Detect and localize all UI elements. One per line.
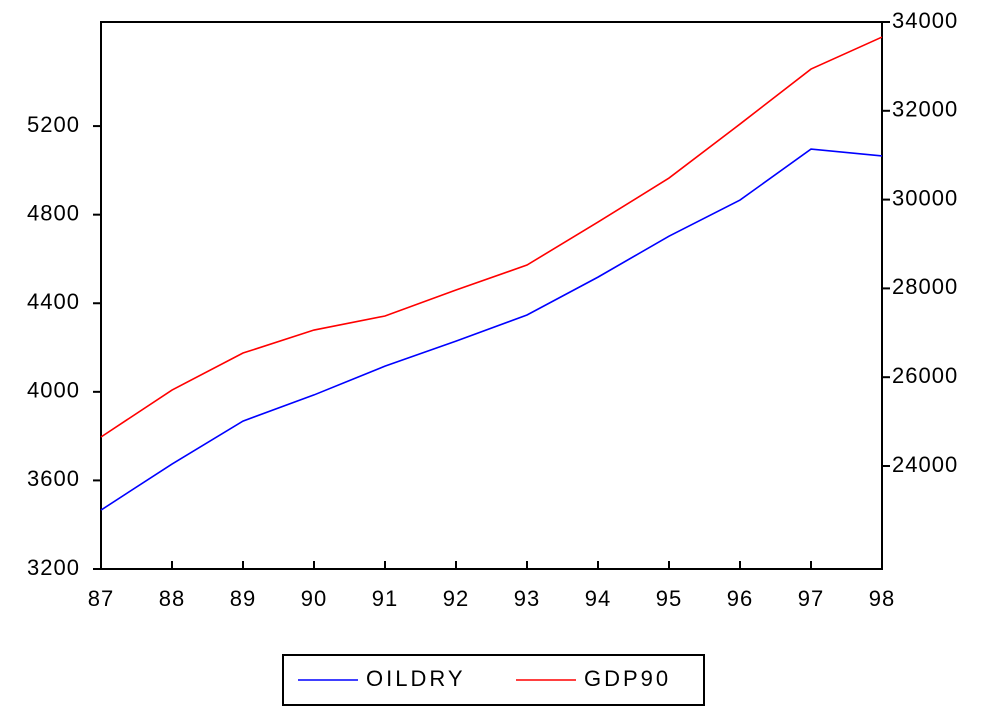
legend-label: GDP90 bbox=[584, 666, 671, 691]
x-tick-label: 91 bbox=[372, 586, 398, 611]
y-tick-label: 3600 bbox=[27, 466, 80, 491]
plot-frame bbox=[100, 21, 883, 570]
x-tick-label: 96 bbox=[727, 586, 753, 611]
series-line bbox=[100, 148, 883, 511]
x-tick-label: 89 bbox=[230, 586, 256, 611]
y-tick-label: 4400 bbox=[27, 289, 80, 314]
x-tick-label: 94 bbox=[585, 586, 611, 611]
y2-tick-label: 26000 bbox=[892, 363, 958, 388]
x-tick-label: 97 bbox=[798, 586, 824, 611]
x-tick-label: 93 bbox=[514, 586, 540, 611]
y2-tick-label: 24000 bbox=[892, 452, 958, 477]
legend-label: OILDRY bbox=[366, 666, 466, 691]
y2-tick-label: 32000 bbox=[892, 97, 958, 122]
y-tick-label: 3200 bbox=[27, 555, 80, 580]
x-tick-label: 90 bbox=[301, 586, 327, 611]
y2-tick-label: 28000 bbox=[892, 274, 958, 299]
y-tick-label: 5200 bbox=[27, 112, 80, 137]
x-tick-label: 88 bbox=[159, 586, 185, 611]
y2-tick-label: 34000 bbox=[892, 8, 958, 33]
y-tick-label: 4000 bbox=[27, 378, 80, 403]
y-tick-label: 4800 bbox=[27, 200, 80, 225]
x-tick-label: 87 bbox=[88, 586, 114, 611]
x-tick-label: 92 bbox=[443, 586, 469, 611]
x-tick-label: 98 bbox=[869, 586, 895, 611]
series-line bbox=[100, 36, 883, 438]
x-tick-label: 95 bbox=[656, 586, 682, 611]
y2-tick-label: 30000 bbox=[892, 185, 958, 210]
